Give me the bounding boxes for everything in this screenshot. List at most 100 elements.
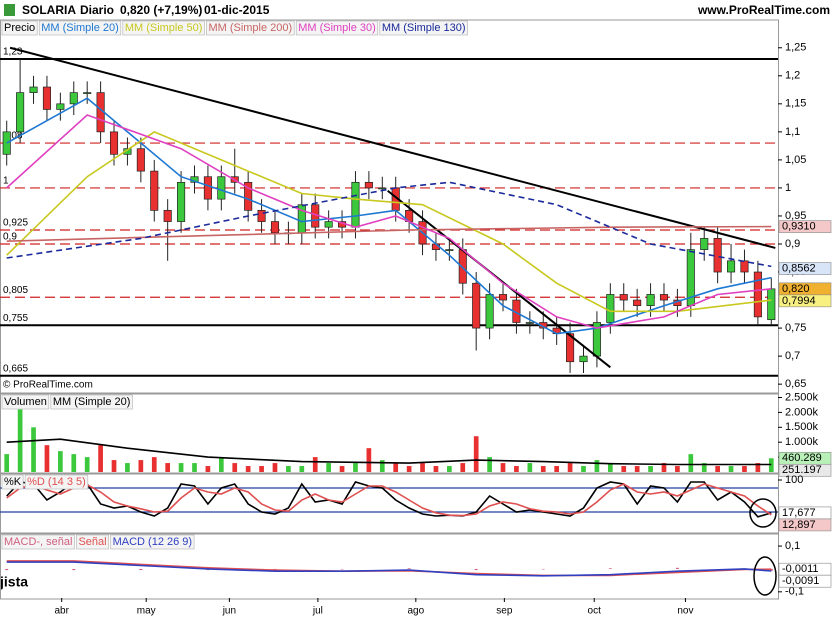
candle-body (16, 92, 25, 133)
value-tag-box (778, 294, 832, 308)
y-tick-label: 1.000k (785, 436, 819, 448)
volume-bar (379, 460, 385, 472)
legend-item: MM (Simple 50) (125, 22, 203, 34)
legend-box (122, 20, 205, 36)
volume-bar (111, 460, 117, 472)
candle-body (445, 249, 454, 251)
indicator-line (6, 130, 772, 313)
histogram-bar (72, 568, 76, 571)
indicator-line (6, 438, 772, 466)
y-tick-label: 2.500k (785, 391, 819, 403)
candle-body (364, 181, 373, 189)
candle-body (217, 176, 226, 200)
volume-bar (728, 466, 734, 472)
legend-item: %K (4, 476, 22, 488)
legend-box (24, 474, 89, 490)
candle-body (633, 299, 642, 307)
candle-body (42, 86, 51, 110)
y-tick-label: 100 (785, 474, 803, 486)
volume-bar (634, 466, 640, 472)
value-tag-box (778, 262, 832, 275)
legend-item: MM (Simple 30) (298, 22, 376, 34)
x-tick-label: jul (312, 606, 323, 617)
candle-body (29, 86, 38, 93)
level-label: 0,9 (3, 232, 17, 243)
volume-bar (447, 466, 452, 472)
value-tag: 251.197 (782, 464, 822, 476)
volume-bar (232, 463, 238, 472)
volume-bar (31, 427, 36, 472)
volume-bar (500, 463, 506, 472)
x-tick-label: jun (222, 606, 236, 617)
symbol: SOLARIA (22, 3, 76, 17)
indicator-line (6, 97, 772, 335)
candle-body (740, 260, 749, 273)
value-tag: 12,897 (782, 519, 816, 531)
volume-bar (165, 463, 171, 472)
candle-body (566, 333, 575, 363)
y-tick-label: 0,95 (785, 210, 806, 222)
y-tick-label: 2.000k (785, 406, 819, 418)
y-tick-label: 0,1 (785, 540, 800, 552)
volume-bar (44, 445, 50, 472)
volume-bar (433, 466, 439, 472)
candle-body (646, 294, 655, 307)
indicator-line (6, 561, 772, 577)
highlight-circle (749, 498, 777, 528)
volume-bar (420, 463, 425, 472)
legend-box (206, 20, 295, 36)
legend-box (1, 534, 75, 550)
volume-bar (326, 463, 331, 472)
panel-frame (0, 19, 779, 394)
y-tick-label: 1,1 (785, 126, 800, 138)
volume-bar (594, 460, 600, 472)
y-tick-label: 1,25 (785, 42, 806, 54)
volume-bar (84, 457, 90, 472)
candle-body (713, 238, 722, 273)
y-tick-label: 0,9 (785, 238, 800, 250)
legend-item: MM (Simple 200) (208, 22, 292, 34)
value-tag: 17,677 (782, 507, 816, 519)
level-label: 1,23 (3, 47, 23, 58)
level-label: 1 (3, 176, 9, 187)
value-tag: 0,8562 (782, 262, 816, 274)
value-tag-box (778, 220, 832, 233)
level-label: 0,805 (3, 285, 28, 296)
volume-bar (661, 463, 667, 472)
volume-bar (272, 463, 278, 472)
volume-bar (567, 463, 573, 472)
footer-text: jista (0, 574, 28, 590)
volume-bar (58, 451, 63, 472)
volume-bar (138, 460, 144, 472)
legend-item: MM (Simple 20) (41, 22, 119, 34)
histogram-bar (340, 568, 344, 570)
candle-body (378, 187, 387, 190)
x-tick-label: oct (588, 606, 602, 617)
volume-bar (71, 454, 77, 472)
value-tag: -0,0011 (782, 563, 819, 575)
candle-body (203, 176, 212, 200)
highlight-circle (753, 556, 777, 596)
legend-box (1, 20, 38, 36)
y-tick-label: 0,75 (785, 322, 806, 334)
volume-bar (125, 463, 130, 472)
value-tag: 0,9310 (782, 221, 816, 233)
volume-bar (339, 466, 345, 472)
candle-body (270, 221, 280, 234)
x-tick-label: sep (496, 606, 513, 617)
volume-bar (286, 466, 291, 472)
legend-item: Señal (78, 536, 106, 548)
volume-bar (4, 454, 10, 472)
value-tag-box (778, 518, 832, 532)
candle-body (244, 181, 253, 211)
candle-body (767, 288, 776, 321)
candle-body (700, 238, 709, 250)
level-label: 1,08 (3, 131, 23, 142)
logo (4, 4, 15, 16)
legend-box (379, 20, 468, 36)
indicator-line (6, 225, 772, 242)
y-tick-label: 0,7 (785, 350, 800, 362)
panel-frame (0, 473, 779, 534)
legend-item: MM (Simple 20) (53, 396, 131, 408)
